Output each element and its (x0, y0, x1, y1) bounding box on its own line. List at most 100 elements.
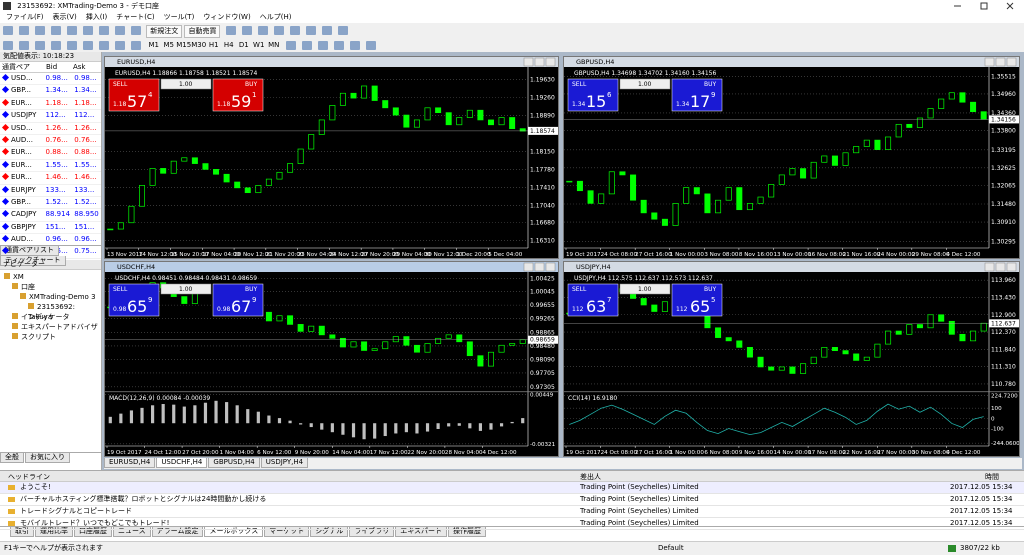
market-row[interactable]: AUD... 0.96... 0.96... (0, 234, 101, 247)
price-label: 1.16680 (530, 220, 555, 227)
market-row[interactable]: EUR... 1.46... 1.46... (0, 172, 101, 185)
menu-item[interactable]: ヘルプ(H) (259, 13, 292, 21)
market-row[interactable]: USDJPY 112... 112... (0, 110, 101, 123)
tool-icon[interactable] (318, 41, 329, 50)
tool-icon[interactable] (321, 26, 332, 35)
terminal-tab[interactable]: ライブラリ (349, 527, 395, 537)
market-row[interactable]: GBP... 1.34... 1.34... (0, 85, 101, 98)
tree-item[interactable]: XM (0, 272, 101, 282)
tool-icon[interactable] (19, 41, 29, 50)
tool-icon[interactable] (115, 26, 125, 35)
tool-icon[interactable] (241, 26, 252, 35)
tool-icon[interactable] (51, 26, 61, 35)
tool-icon[interactable] (51, 41, 61, 50)
tab[interactable]: 全般 (0, 453, 24, 463)
auto-trade-button[interactable]: 自動売買 (184, 25, 221, 38)
tool-icon[interactable] (273, 26, 284, 35)
timeframe-button[interactable]: M5 (163, 41, 174, 49)
tool-icon[interactable] (83, 26, 93, 35)
timeframe-button[interactable]: D1 (238, 41, 249, 49)
new-order-button[interactable]: 新規注文 (146, 25, 183, 38)
timeframe-button[interactable]: H1 (208, 41, 219, 49)
tree-item[interactable]: 23153692: Takuya (0, 302, 101, 321)
market-row[interactable]: EUR... 1.55... 1.55... (0, 160, 101, 173)
chart-tab[interactable]: USDJPY,H4 (260, 458, 309, 468)
tool-icon[interactable] (289, 26, 300, 35)
tool-icon[interactable] (35, 41, 45, 50)
market-row[interactable]: USD... 0.98... 0.98... (0, 73, 101, 86)
terminal-tab[interactable]: 運用比率 (35, 527, 73, 537)
timeframe-button[interactable]: W1 (253, 41, 265, 49)
tool-icon[interactable] (67, 41, 77, 50)
tool-icon[interactable] (334, 41, 345, 50)
tool-icon[interactable] (19, 26, 29, 35)
tool-icon[interactable] (35, 26, 45, 35)
timeframe-button[interactable]: M15 (176, 41, 192, 49)
tool-icon[interactable] (286, 41, 297, 50)
market-row[interactable]: EUR... 0.88... 0.88... (0, 147, 101, 160)
tool-icon[interactable] (99, 41, 109, 50)
terminal-tab[interactable]: 取引 (10, 527, 34, 537)
market-row[interactable]: AUD... 0.76... 0.76... (0, 135, 101, 148)
timeframe-button[interactable]: M30 (191, 41, 207, 49)
menu-item[interactable]: 表示(V) (52, 13, 77, 21)
market-row[interactable]: GBPJPY 151... 151... (0, 222, 101, 235)
timeframe-button[interactable]: MN (268, 41, 280, 49)
menu-item[interactable]: チャート(C) (116, 13, 155, 21)
tree-item[interactable]: XMTrading-Demo 3 (0, 292, 101, 302)
window-controls[interactable] (944, 0, 1024, 12)
terminal-tab[interactable]: エキスパート (395, 527, 448, 537)
headline-row[interactable]: ようこそ! Trading Point (Seychelles) Limited 2… (0, 482, 1024, 494)
tool-icon[interactable] (257, 26, 268, 35)
terminal-tab[interactable]: マーケット (264, 527, 310, 537)
market-row[interactable]: USD... 1.26... 1.26... (0, 123, 101, 135)
terminal-tab[interactable]: 口座履歴 (74, 527, 112, 537)
timeframe-button[interactable]: M1 (148, 41, 159, 49)
chart-tab[interactable]: EURUSD,H4 (104, 458, 156, 468)
market-row[interactable]: CADJPY 88.914 88.950 (0, 209, 101, 222)
tool-icon[interactable] (67, 26, 77, 35)
menu-item[interactable]: ウィンドウ(W) (203, 13, 251, 21)
terminal-tab[interactable]: アラーム設定 (151, 527, 204, 537)
chart-window[interactable]: GBPUSD,H4 1.35515 1.34960 1.34360 1.33800 1.3… (563, 56, 1020, 259)
timeframe-button[interactable]: H4 (223, 41, 234, 49)
tool-icon[interactable] (99, 26, 109, 35)
tree-item[interactable]: 口座 (0, 282, 101, 292)
tab[interactable]: 通貨ペアリスト (0, 246, 59, 256)
headline-row[interactable]: バーチャルホスティング標準搭載？ロボットとシグナルは24時間動かし続ける Trad… (0, 494, 1024, 506)
terminal-tab[interactable]: シグナル (310, 527, 349, 537)
tool-icon[interactable] (115, 41, 125, 50)
tool-icon[interactable] (3, 26, 13, 35)
terminal-tab[interactable]: メールボックス (204, 527, 264, 537)
chart-window[interactable]: USDCHF,H4 1.00425 1.00045 0.99655 0.99265 0.9… (104, 261, 559, 457)
chart-window[interactable]: USDJPY,H4 113.960 113.430 112.900 112.370 111… (563, 261, 1020, 457)
tree-item[interactable]: インディケータ (0, 312, 101, 322)
tool-icon[interactable] (225, 26, 236, 35)
tool-icon[interactable] (302, 41, 313, 50)
tool-icon[interactable] (366, 41, 377, 50)
chart-tab[interactable]: GBPUSD,H4 (208, 458, 260, 468)
sell-sup: 4 (148, 91, 153, 99)
market-row[interactable]: GBP... 1.52... 1.52... (0, 197, 101, 210)
chart-window[interactable]: EURUSD,H4 1.19630 1.19260 1.18890 1.18150 1.1… (104, 56, 559, 259)
tool-icon[interactable] (337, 26, 348, 35)
market-row[interactable]: EUR... 1.18... 1.18... (0, 98, 101, 111)
menu-item[interactable]: ファイル(F) (6, 13, 44, 21)
chart-tab[interactable]: USDCHF,H4 (156, 458, 208, 468)
terminal-tab[interactable]: ニュース (113, 527, 151, 537)
tool-icon[interactable] (350, 41, 361, 50)
tool-icon[interactable] (83, 41, 93, 50)
tab[interactable]: お気に入り (25, 453, 70, 463)
tool-icon[interactable] (131, 41, 141, 50)
headline-row[interactable]: トレードシグナルとコピートレード Trading Point (Seychelle… (0, 506, 1024, 518)
tree-item[interactable]: エキスパートアドバイザ (0, 322, 101, 332)
headline-row[interactable]: モバイルトレード？いつでもどこでもトレード! Trading Point (Sey… (0, 518, 1024, 530)
tool-icon[interactable] (131, 26, 141, 35)
terminal-tab[interactable]: 操作履歴 (448, 527, 487, 537)
menu-item[interactable]: ツール(T) (163, 13, 195, 21)
tool-icon[interactable] (305, 26, 316, 35)
tool-icon[interactable] (3, 41, 13, 50)
menu-item[interactable]: 挿入(I) (85, 13, 108, 21)
tree-item[interactable]: スクリプト (0, 332, 101, 342)
market-row[interactable]: EURJPY 133... 133... (0, 185, 101, 197)
